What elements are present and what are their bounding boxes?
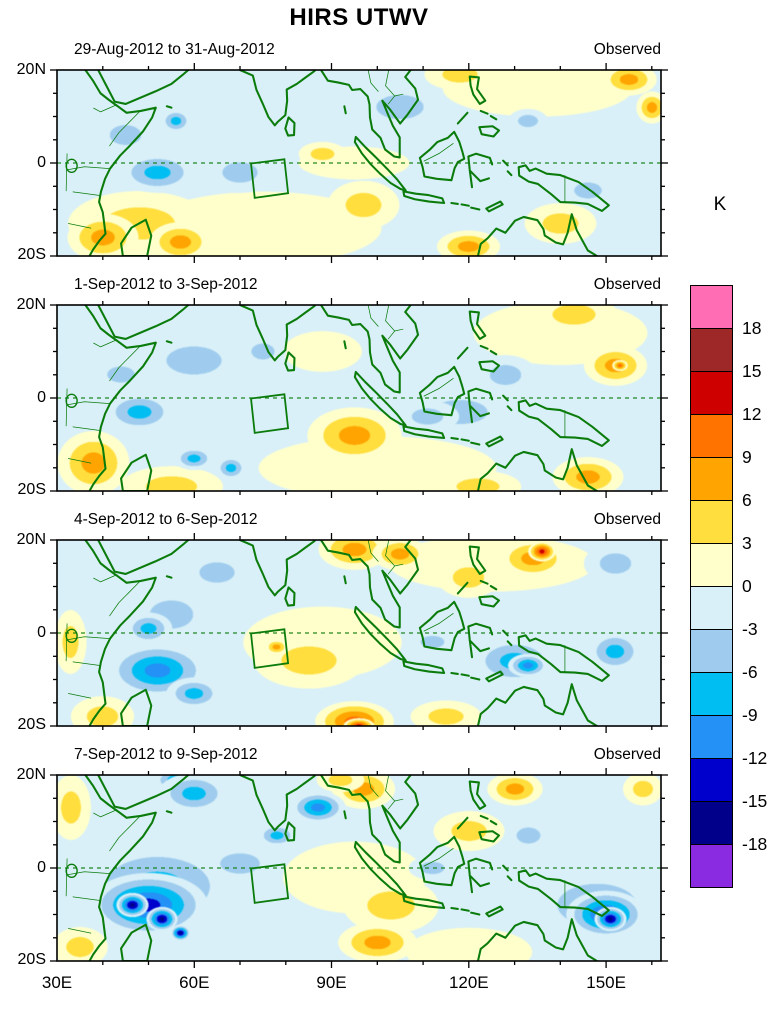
y-axis-tick-label: 20S	[17, 246, 46, 263]
x-axis-tick-label: 150E	[586, 973, 626, 992]
colorbar-segment	[691, 759, 732, 802]
panel-4-date-range: 7-Sep-2012 to 9-Sep-2012	[74, 746, 258, 763]
colorbar-tick-label: 9	[742, 447, 752, 467]
colorbar-tick-label: -9	[742, 705, 758, 725]
coastline-overlay	[65, 540, 610, 726]
colorbar-segment	[691, 458, 732, 501]
panel-3-header: 4-Sep-2012 to 6-Sep-2012 Observed	[57, 511, 661, 529]
colorbar-segment	[691, 802, 732, 845]
colorbar-segment	[691, 673, 732, 716]
y-axis-tick-label: 0	[37, 389, 46, 406]
coastline-overlay	[65, 775, 610, 961]
coastline-overlay	[65, 70, 610, 256]
panel-1-observed-label: Observed	[593, 41, 661, 58]
x-axis-tick-label: 30E	[41, 973, 73, 992]
map-panel-3	[57, 540, 661, 726]
y-axis-tick-label: 0	[37, 624, 46, 641]
colorbar-segment	[691, 587, 732, 630]
colorbar-tick-label: 15	[742, 361, 762, 381]
colorbar-tick-label: -3	[742, 619, 758, 639]
figure-title: HIRS UTWV	[289, 4, 429, 31]
y-axis-tick-label: 0	[37, 859, 46, 876]
y-axis-tick-label: 20N	[16, 766, 46, 783]
y-axis-tick-label: 20N	[16, 531, 46, 548]
panel-4-observed-label: Observed	[593, 746, 661, 763]
coastline-overlay	[65, 305, 610, 491]
colorbar-segment	[691, 501, 732, 544]
colorbar-segment	[691, 630, 732, 673]
colorbar-units-label: K	[713, 194, 727, 215]
y-axis-tick-label: 20S	[17, 951, 46, 968]
y-axis-tick-label: 20N	[16, 296, 46, 313]
panel-1-date-range: 29-Aug-2012 to 31-Aug-2012	[74, 41, 275, 58]
x-axis-tick-label: 120E	[448, 973, 489, 992]
colorbar-segment	[691, 372, 732, 415]
panel-2-date-range: 1-Sep-2012 to 3-Sep-2012	[74, 276, 258, 293]
x-axis-labels: 30E 60E 90E 120E 150E	[42, 973, 661, 995]
panel-4-header: 7-Sep-2012 to 9-Sep-2012 Observed	[57, 746, 661, 764]
map-panel-2	[57, 305, 661, 491]
x-axis-tick-label: 60E	[179, 973, 210, 992]
colorbar-segment	[691, 845, 732, 887]
y-axis-tick-label: 0	[37, 154, 46, 171]
panel-3-date-range: 4-Sep-2012 to 6-Sep-2012	[74, 511, 258, 528]
colorbar-segment	[691, 544, 732, 587]
colorbar-segment	[691, 415, 732, 458]
panel-2-observed-label: Observed	[593, 276, 661, 293]
panel-1-header: 29-Aug-2012 to 31-Aug-2012 Observed	[57, 41, 661, 59]
colorbar-tick-label: -15	[742, 791, 768, 811]
colorbar-segment	[691, 329, 732, 372]
colorbar-segment	[691, 286, 732, 329]
colorbar-tick-label: -18	[742, 834, 768, 854]
colorbar-segment	[691, 716, 732, 759]
panel-3-observed-label: Observed	[593, 511, 661, 528]
colorbar-tick-label: 12	[742, 404, 762, 424]
colorbar-tick-label: -6	[742, 662, 758, 682]
colorbar-tick-label: -12	[742, 748, 768, 768]
colorbar-tick-label: 3	[742, 533, 752, 553]
colorbar	[690, 285, 733, 888]
colorbar-tick-label: 0	[742, 576, 752, 596]
map-panel-1	[57, 70, 661, 256]
panel-2-header: 1-Sep-2012 to 3-Sep-2012 Observed	[57, 276, 661, 294]
map-panel-4	[57, 775, 661, 961]
y-axis-tick-label: 20S	[17, 481, 46, 498]
y-axis-tick-label: 20N	[16, 61, 46, 78]
x-axis-tick-label: 90E	[316, 973, 347, 992]
colorbar-tick-label: 6	[742, 490, 752, 510]
y-axis-tick-label: 20S	[17, 716, 46, 733]
colorbar-tick-label: 18	[742, 318, 762, 338]
